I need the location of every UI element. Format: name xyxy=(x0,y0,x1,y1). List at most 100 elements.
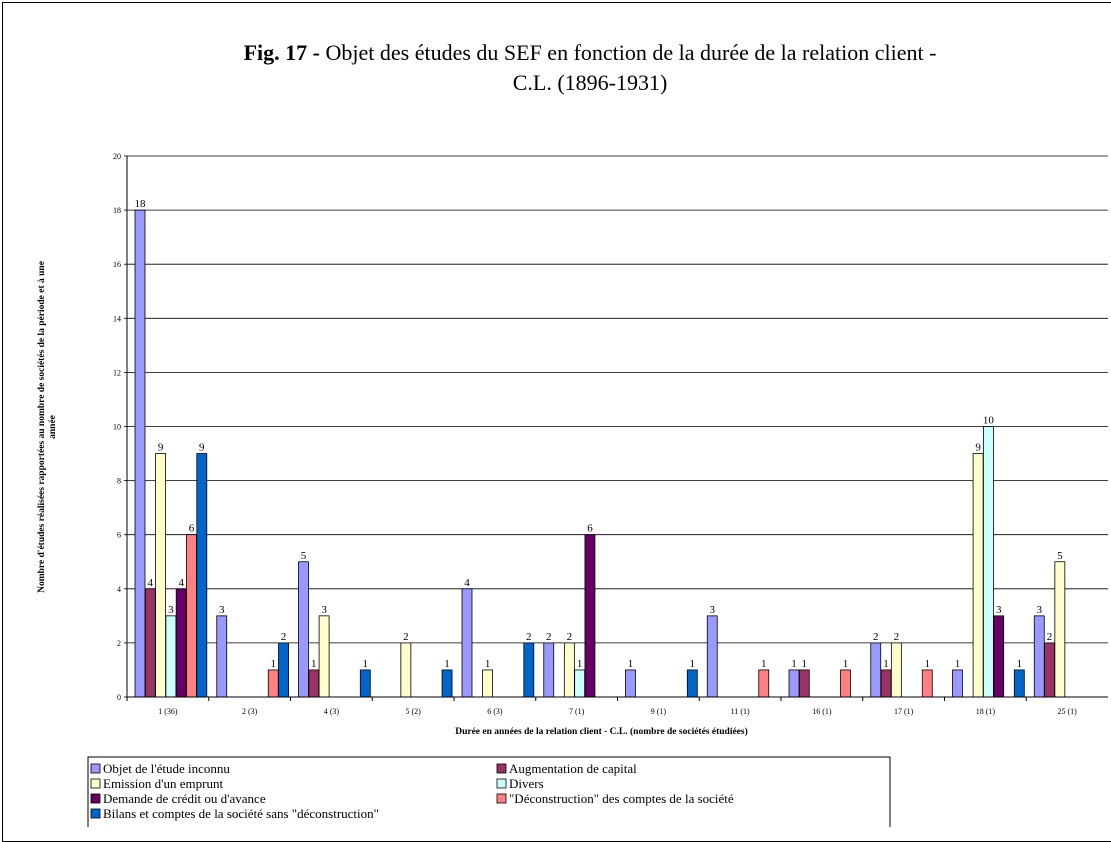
bar xyxy=(400,642,412,698)
bar xyxy=(840,669,851,698)
bar xyxy=(308,669,320,698)
bar xyxy=(686,669,698,698)
bar xyxy=(972,453,984,698)
bar xyxy=(983,426,994,698)
data-label: 2 xyxy=(526,631,532,643)
legend-label: Emission d'un emprunt xyxy=(103,776,223,791)
bar xyxy=(298,561,309,698)
data-label: 1 xyxy=(628,658,634,670)
x-tick-label: 7 (1) xyxy=(569,707,585,716)
legend-box xyxy=(87,756,891,827)
bar xyxy=(165,615,177,698)
y-tick-label: 20 xyxy=(113,152,121,161)
bar xyxy=(1054,561,1066,698)
bar xyxy=(543,642,555,698)
bar xyxy=(196,453,208,698)
x-tick-label: 4 (3) xyxy=(324,707,340,716)
legend-swatch xyxy=(90,778,101,789)
legend-label: Demande de crédit ou d'avance xyxy=(103,791,266,806)
legend-swatch xyxy=(496,778,507,789)
data-label: 3 xyxy=(1037,604,1043,616)
x-axis-title: Durée en années de la relation client - … xyxy=(455,726,748,737)
x-tick-label: 2 (3) xyxy=(242,707,258,716)
bar xyxy=(1044,642,1055,698)
data-label: 9 xyxy=(158,442,164,454)
data-label: 1 xyxy=(925,658,931,670)
x-tick-label: 1 (36) xyxy=(158,707,178,716)
legend-label: Bilans et comptes de la société sans "dé… xyxy=(103,806,379,821)
bar xyxy=(482,669,494,698)
data-label: 2 xyxy=(567,631,573,643)
bar xyxy=(359,669,371,698)
data-label: 3 xyxy=(219,604,225,616)
bar xyxy=(267,669,279,698)
data-label: 1 xyxy=(761,658,767,670)
data-label: 1 xyxy=(791,658,797,670)
bar xyxy=(921,669,933,698)
data-label: 18 xyxy=(135,198,147,210)
data-label: 1 xyxy=(843,658,849,670)
data-label: 6 xyxy=(587,523,593,535)
x-tick-label: 5 (2) xyxy=(405,707,421,716)
bar xyxy=(870,642,882,698)
chart-title: Fig. 17 - Objet des études du SEF en fon… xyxy=(240,38,940,98)
data-label: 3 xyxy=(168,604,174,616)
data-label: 10 xyxy=(983,415,995,427)
data-label: 1 xyxy=(1017,658,1023,670)
data-label: 1 xyxy=(802,658,808,670)
data-label: 6 xyxy=(189,523,195,535)
x-tick-label: 18 (1) xyxy=(976,707,996,716)
x-tick-label: 17 (1) xyxy=(894,707,914,716)
data-label: 1 xyxy=(955,658,961,670)
y-tick-label: 10 xyxy=(113,423,121,432)
x-tick-label: 25 (1) xyxy=(1057,707,1077,716)
legend-swatch xyxy=(90,763,101,774)
data-label: 1 xyxy=(690,658,696,670)
bar xyxy=(278,642,289,698)
y-tick-label: 14 xyxy=(113,314,121,323)
data-label: 2 xyxy=(894,631,900,643)
title-prefix: Fig. 17 - xyxy=(243,40,320,65)
y-tick-label: 12 xyxy=(113,368,121,377)
y-tick-label: 0 xyxy=(117,693,121,702)
bar xyxy=(134,209,146,698)
bar xyxy=(574,669,586,698)
bar xyxy=(890,642,902,698)
data-label: 3 xyxy=(321,604,327,616)
data-label: 1 xyxy=(444,658,450,670)
legend-swatch xyxy=(496,793,507,804)
y-axis-title-line: Nombre d'études réalisées rapportées au … xyxy=(37,261,47,593)
data-label: 3 xyxy=(710,604,716,616)
data-label: 3 xyxy=(996,604,1002,616)
bar xyxy=(625,669,636,698)
y-tick-label: 18 xyxy=(113,206,121,215)
bar xyxy=(1013,669,1025,698)
legend-swatch xyxy=(90,793,101,804)
data-label: 2 xyxy=(873,631,879,643)
bar xyxy=(216,615,228,698)
bar xyxy=(318,615,330,698)
y-axis-title: Nombre d'études réalisées rapportées au … xyxy=(37,261,58,593)
bar xyxy=(758,669,770,698)
data-label: 1 xyxy=(271,658,277,670)
data-label: 9 xyxy=(975,442,981,454)
data-label: 1 xyxy=(311,658,317,670)
bar xyxy=(880,669,892,698)
data-label: 4 xyxy=(464,577,470,589)
data-label: 2 xyxy=(1047,631,1053,643)
y-tick-label: 4 xyxy=(117,585,121,594)
bar xyxy=(798,669,810,698)
bar xyxy=(155,453,167,698)
bar xyxy=(788,669,800,698)
y-tick-label: 2 xyxy=(117,639,121,648)
data-label: 9 xyxy=(199,442,205,454)
data-label: 4 xyxy=(178,577,184,589)
data-label: 1 xyxy=(485,658,491,670)
bar xyxy=(706,615,718,698)
bar xyxy=(952,669,963,698)
y-tick-label: 16 xyxy=(113,260,121,269)
bar xyxy=(1033,615,1045,698)
data-label: 5 xyxy=(1057,550,1063,562)
x-tick-label: 6 (3) xyxy=(487,707,503,716)
